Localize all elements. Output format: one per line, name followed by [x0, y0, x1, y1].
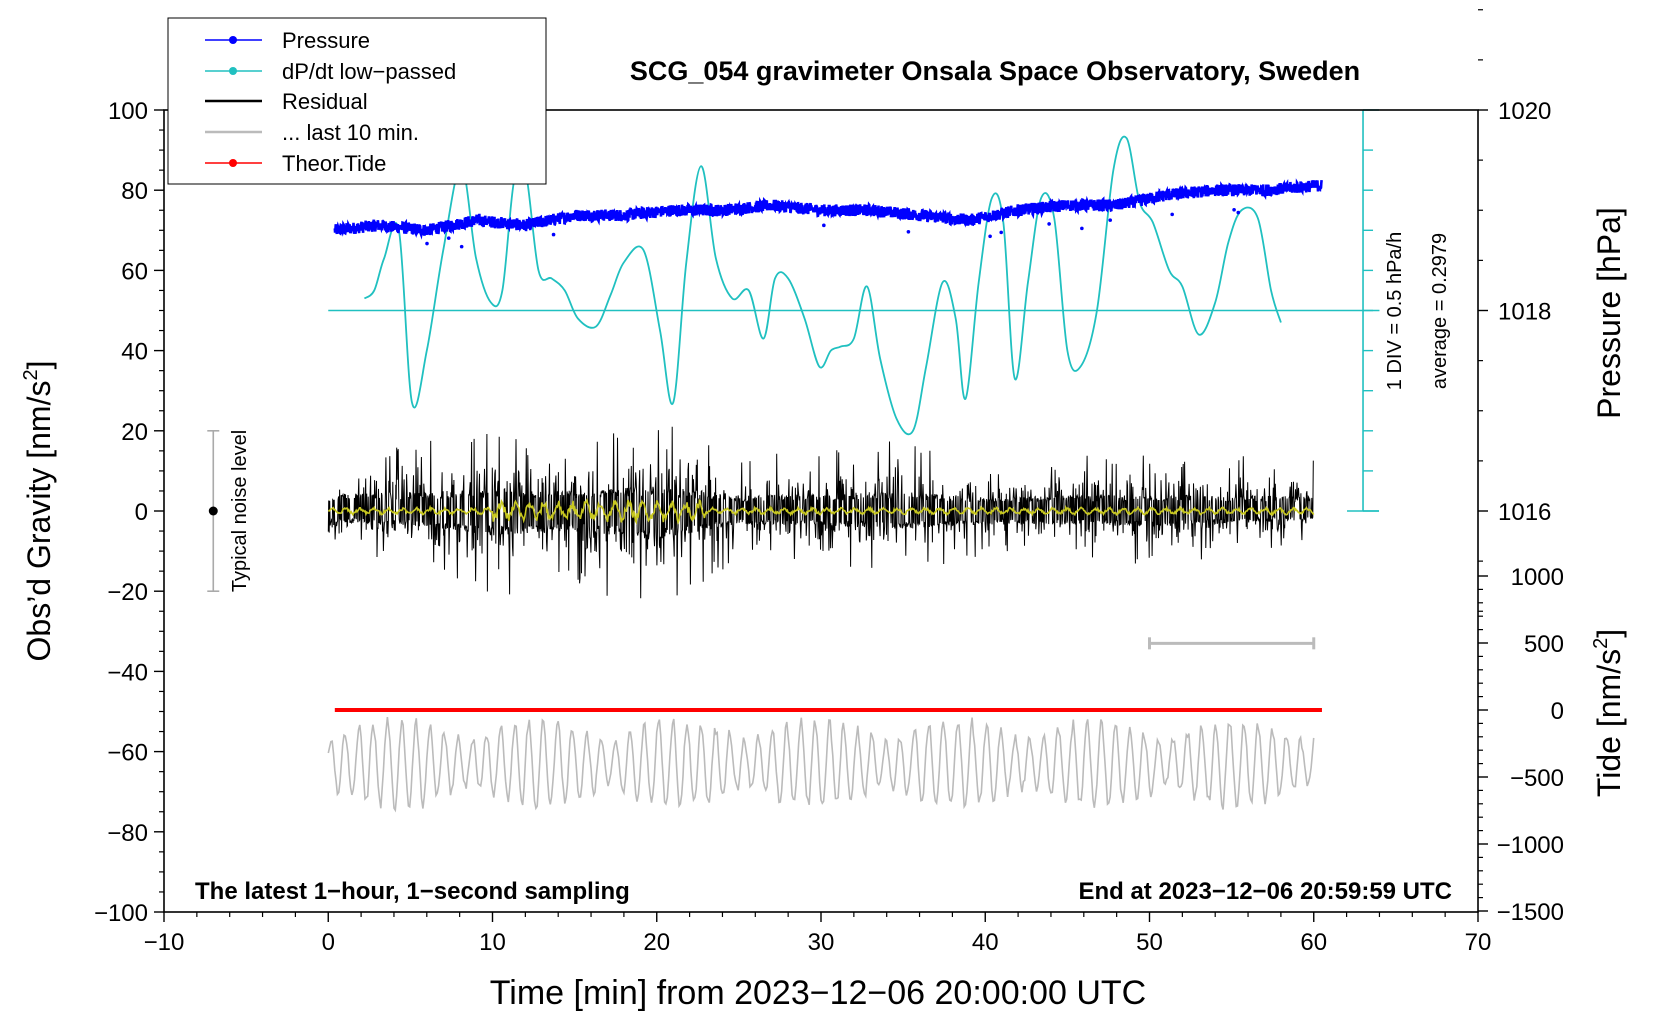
dpdt-lowpassed-series: [363, 135, 1282, 436]
tide-tick-label: −1500: [1497, 899, 1564, 926]
bottom-left-note: The latest 1−hour, 1−second sampling: [195, 878, 630, 905]
y-tick-label: 80: [121, 178, 148, 205]
residual-smoothed-series: [327, 497, 1315, 525]
y-tick-label: 60: [121, 258, 148, 285]
legend-marker-dpdt: [229, 67, 237, 75]
legend-label-residual: Residual: [282, 89, 368, 114]
x-axis-label: Time [min] from 2023−12−06 20:00:00 UTC: [490, 974, 1146, 1012]
pressure-point: [1232, 207, 1236, 212]
last-10-min-series: [327, 717, 1315, 813]
pressure-tick-label: 1018: [1498, 299, 1551, 326]
y-tick-label: −20: [107, 579, 148, 606]
dpdt-scale-label: 1 DIV = 0.5 hPa/h: [1384, 232, 1406, 390]
x-tick-label: 10: [479, 929, 506, 956]
chart-title: SCG_054 gravimeter Onsala Space Observat…: [630, 56, 1360, 86]
y-tick-label: 40: [121, 339, 148, 366]
pressure-point: [1236, 210, 1241, 215]
x-tick-label: 20: [643, 929, 670, 956]
legend-marker-pressure: [229, 36, 237, 44]
y-tick-label: 100: [108, 98, 148, 125]
pressure-point: [425, 241, 429, 246]
pressure-point: [1047, 222, 1051, 226]
legend-label-tide: Theor.Tide: [282, 151, 386, 176]
legend-label-dpdt: dP/dt low−passed: [282, 59, 456, 84]
x-tick-label: 50: [1136, 929, 1163, 956]
tide-tick-label: 500: [1524, 631, 1564, 658]
pressure-point: [551, 232, 556, 237]
x-tick-label: 30: [808, 929, 835, 956]
pressure-line: [333, 178, 1323, 240]
pressure-tick-label: 1016: [1498, 499, 1551, 526]
ticks-layer: [154, 9, 1488, 922]
legend-marker-tide: [229, 159, 237, 167]
pressure-point: [906, 229, 911, 234]
series-layer: [207, 109, 1380, 813]
legend: Pressure dP/dt low−passed Residual ... l…: [167, 17, 547, 185]
pressure-axis-label: Pressure [hPa]: [1591, 207, 1627, 419]
x-tick-label: 70: [1465, 929, 1492, 956]
y-tick-label: 20: [121, 419, 148, 446]
pressure-tick-label: 1020: [1498, 98, 1551, 125]
legend-label-pressure: Pressure: [282, 28, 370, 53]
tide-axis-label: Tide [nm/s2]: [1590, 629, 1627, 797]
pressure-point: [459, 244, 464, 249]
x-tick-label: 40: [972, 929, 999, 956]
dpdt-average-label: average = 0.2979: [1429, 233, 1451, 389]
legend-label-last10: ... last 10 min.: [282, 120, 419, 145]
x-tick-label: −10: [144, 929, 185, 956]
y-tick-label: −80: [107, 820, 148, 847]
bottom-right-note: End at 2023−12−06 20:59:59 UTC: [1078, 878, 1452, 905]
noise-bar-center: [208, 506, 218, 516]
pressure-series: [333, 178, 1323, 249]
y-axis-label: Obs’d Gravity [nm/s2]: [20, 361, 57, 662]
tide-tick-label: −500: [1510, 765, 1564, 792]
pressure-point: [1108, 218, 1113, 222]
y-tick-label: 0: [135, 499, 148, 526]
pressure-point: [1080, 226, 1084, 231]
tide-tick-label: 1000: [1511, 564, 1564, 591]
x-tick-label: 0: [322, 929, 335, 956]
tick-labels-layer: −10 0 10 20 30 40 50 60 70−100−80−60−40−20020406…: [94, 98, 1564, 956]
tide-tick-label: 0: [1551, 698, 1564, 725]
tide-tick-label: −1000: [1497, 832, 1564, 859]
pressure-point: [999, 230, 1004, 235]
y-tick-label: −100: [94, 900, 148, 927]
residual-series: [327, 426, 1314, 599]
noise-level-label: Typical noise level: [229, 430, 251, 592]
pressure-point: [988, 234, 992, 239]
x-tick-label: 60: [1300, 929, 1327, 956]
y-tick-label: −60: [107, 740, 148, 767]
pressure-point: [446, 236, 451, 240]
y-tick-label: −40: [107, 659, 148, 686]
pressure-point: [822, 223, 826, 228]
pressure-point: [1170, 212, 1174, 217]
